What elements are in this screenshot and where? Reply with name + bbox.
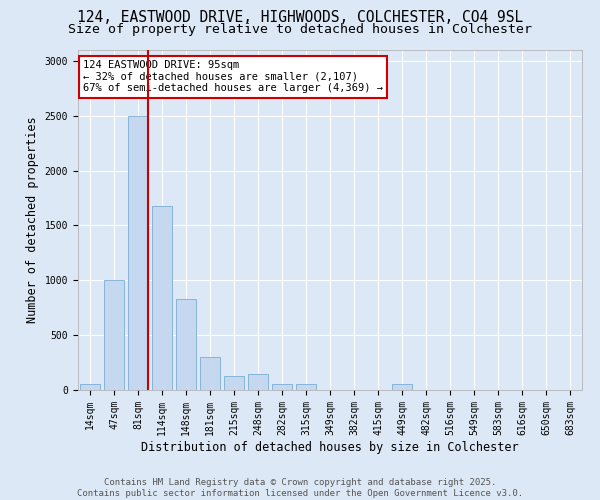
Bar	[296, 384, 316, 390]
Text: 124, EASTWOOD DRIVE, HIGHWOODS, COLCHESTER, CO4 9SL: 124, EASTWOOD DRIVE, HIGHWOODS, COLCHEST…	[77, 10, 523, 25]
Bar	[104, 280, 124, 390]
Bar	[200, 357, 220, 390]
Text: Size of property relative to detached houses in Colchester: Size of property relative to detached ho…	[68, 22, 532, 36]
Bar	[80, 384, 100, 390]
Bar	[224, 376, 244, 390]
Bar	[176, 299, 196, 390]
Y-axis label: Number of detached properties: Number of detached properties	[26, 116, 39, 324]
Text: Contains HM Land Registry data © Crown copyright and database right 2025.
Contai: Contains HM Land Registry data © Crown c…	[77, 478, 523, 498]
X-axis label: Distribution of detached houses by size in Colchester: Distribution of detached houses by size …	[141, 440, 519, 454]
Bar	[272, 384, 292, 390]
Bar	[152, 206, 172, 390]
Bar	[392, 384, 412, 390]
Bar	[128, 116, 148, 390]
Bar	[248, 374, 268, 390]
Text: 124 EASTWOOD DRIVE: 95sqm
← 32% of detached houses are smaller (2,107)
67% of se: 124 EASTWOOD DRIVE: 95sqm ← 32% of detac…	[83, 60, 383, 94]
